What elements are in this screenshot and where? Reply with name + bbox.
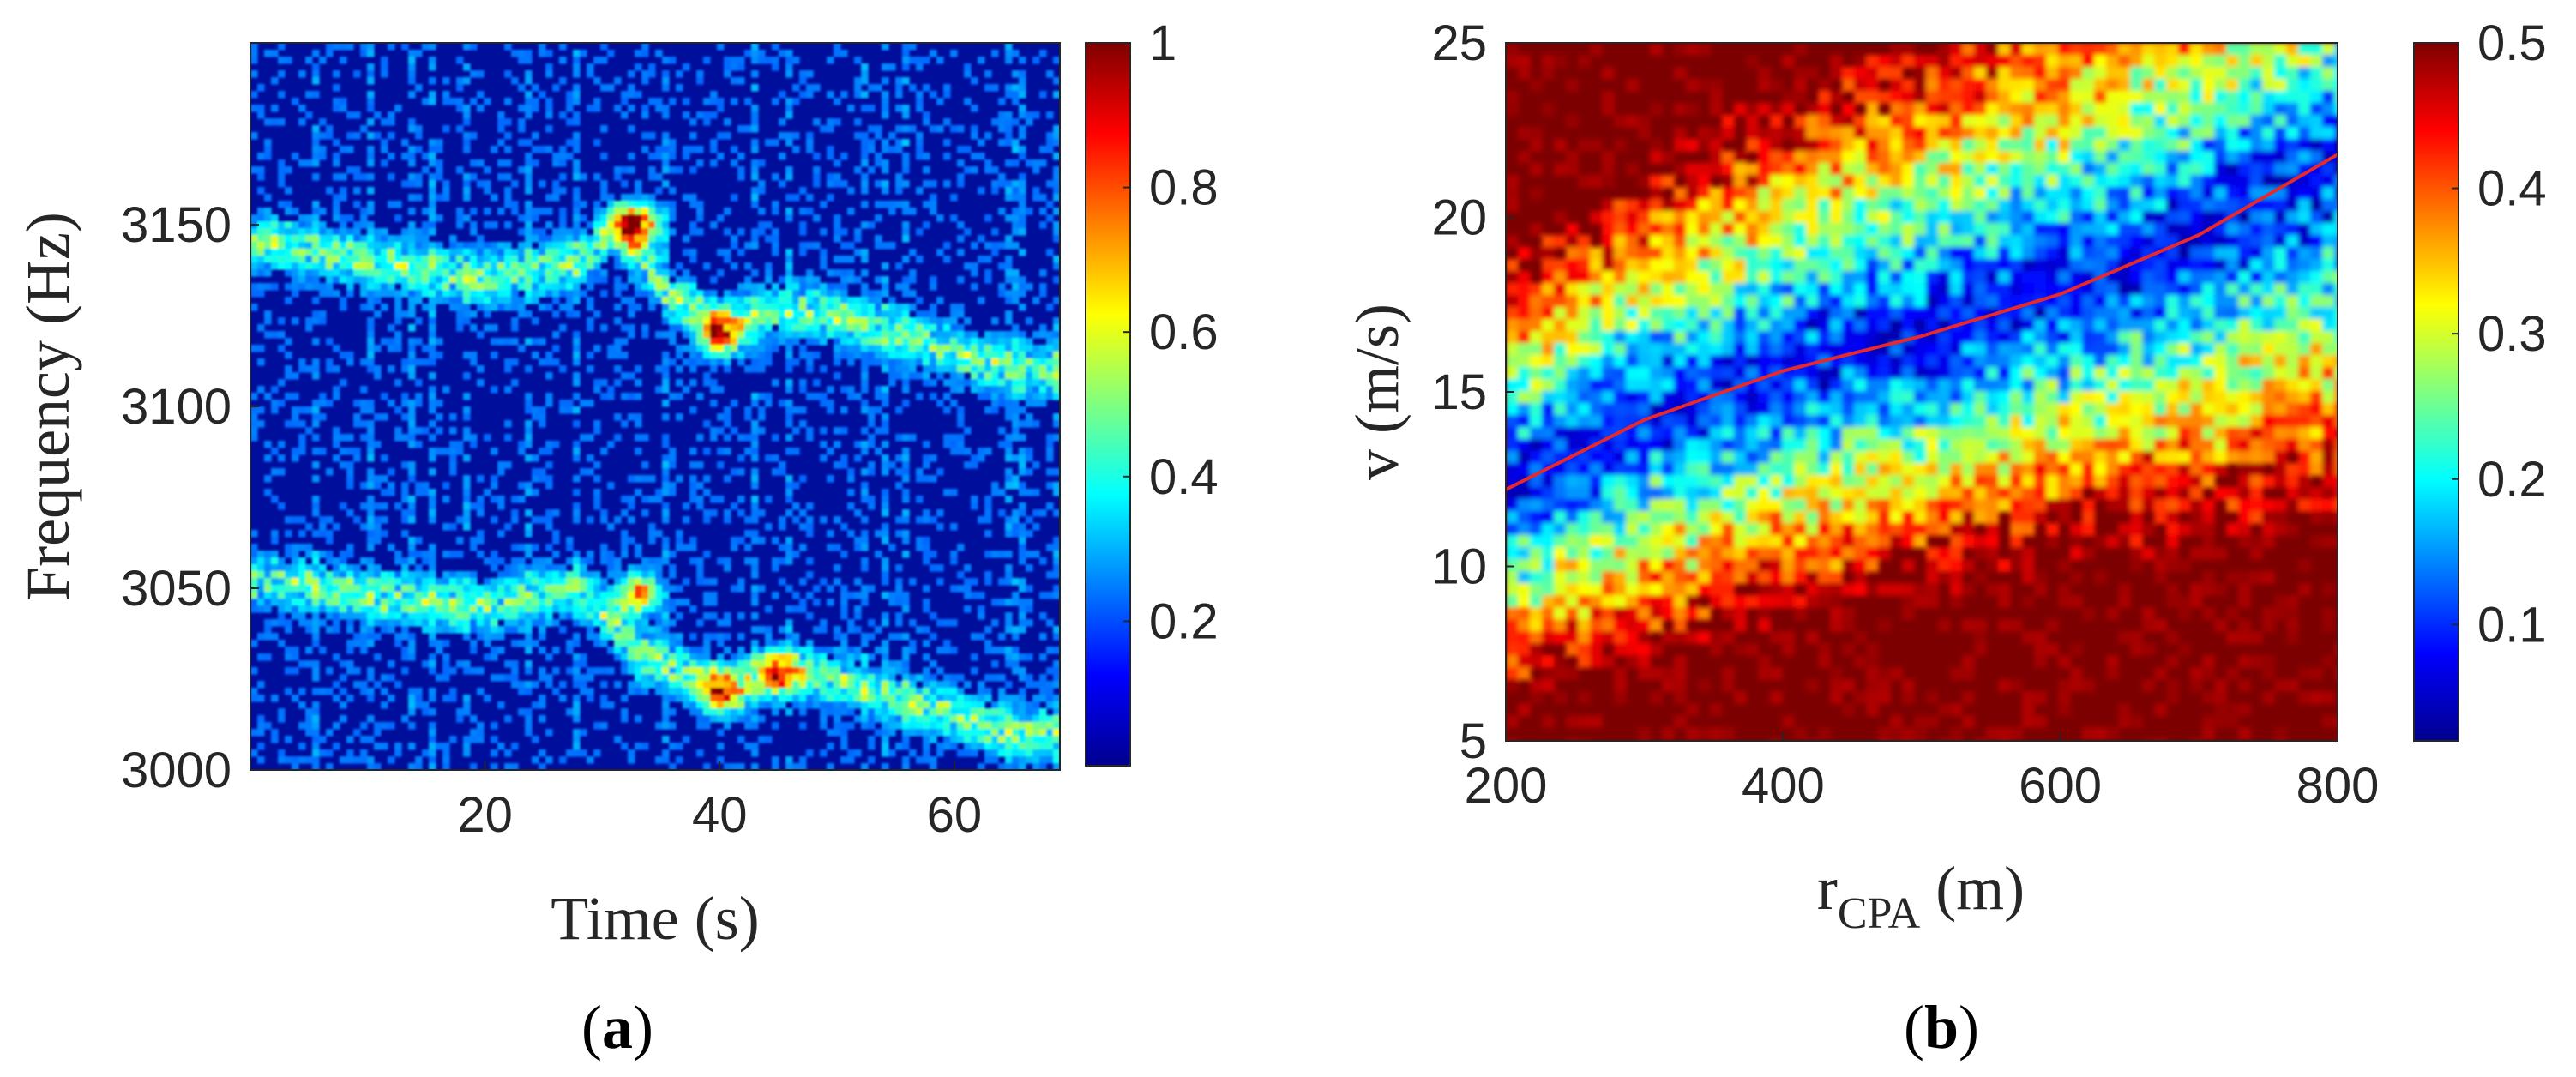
colorbar-a-tick-label: 0.2: [1149, 593, 1219, 649]
colorbar-a-frame: [1085, 42, 1131, 767]
y-b-tick-label: 20: [1431, 190, 1487, 246]
colorbar-a: [1086, 43, 1130, 766]
x-axis-label-b: rCPA (m): [1817, 854, 2025, 938]
panel-a-label: (a): [581, 993, 653, 1062]
colorbar-b-frame: [2413, 42, 2459, 742]
y-axis-a: 3000 3050 3100 3150: [121, 197, 259, 798]
colorbar-b-tick-label: 0.4: [2477, 161, 2547, 217]
y-a-tick-label: 3000: [121, 743, 232, 798]
colorbar-a-tick-label: 0.8: [1149, 160, 1219, 216]
y-axis-b: 5 10 15 20 25: [1431, 15, 1514, 769]
valley-curve: [1506, 153, 2338, 491]
y-a-tick-label: 3050: [121, 561, 232, 617]
x-a-tick-label: 40: [692, 787, 748, 843]
y-b-tick-label: 25: [1431, 15, 1487, 71]
colorbar-b-tick-label: 0.1: [2477, 597, 2547, 653]
x-axis-label-a: Time (s): [551, 884, 759, 953]
panel-a: 20 40 60 3000 3050 3100 3150 Time (s) Frequen…: [14, 15, 1219, 1062]
x-b-tick-label: 800: [2296, 758, 2380, 814]
y-b-tick-label: 10: [1431, 539, 1487, 595]
colorbar-b: [2414, 43, 2459, 741]
colorbar-b-tick-label: 0.5: [2477, 15, 2547, 71]
spectrogram-plot: [250, 43, 1060, 770]
colorbar-a-ticks: 0.2 0.4 0.6 0.8 1: [1123, 15, 1219, 649]
ambiguity-surface-plot: [1506, 43, 2338, 741]
x-axis-b: 200 400 600 800: [1465, 732, 2380, 814]
y-b-tick-label: 15: [1431, 364, 1487, 420]
x-b-tick-label: 600: [2019, 758, 2102, 814]
x-b-tick-label: 200: [1465, 758, 1548, 814]
panel-b-label: (b): [1904, 993, 1979, 1062]
colorbar-a-tick-label: 0.6: [1149, 304, 1219, 360]
x-a-tick-label: 20: [457, 787, 513, 843]
colorbar-a-tick-label: 1: [1149, 15, 1177, 71]
colorbar-b-tick-label: 0.3: [2477, 306, 2547, 362]
y-axis-label-a: Frequency (Hz): [14, 212, 82, 601]
y-a-tick-label: 3150: [121, 197, 232, 253]
colorbar-a-tick-label: 0.4: [1149, 449, 1219, 505]
colorbar-b-ticks: 0.1 0.2 0.3 0.4 0.5: [2452, 15, 2547, 653]
y-axis-label-b: v (m/s): [1343, 304, 1411, 480]
x-a-tick-label: 60: [927, 787, 983, 843]
x-axis-a: 20 40 60: [457, 761, 982, 843]
colorbar-b-tick-label: 0.2: [2477, 452, 2547, 508]
y-b-tick-label: 5: [1460, 713, 1487, 769]
x-b-tick-label: 400: [1742, 758, 1825, 814]
y-a-tick-label: 3100: [121, 379, 232, 435]
